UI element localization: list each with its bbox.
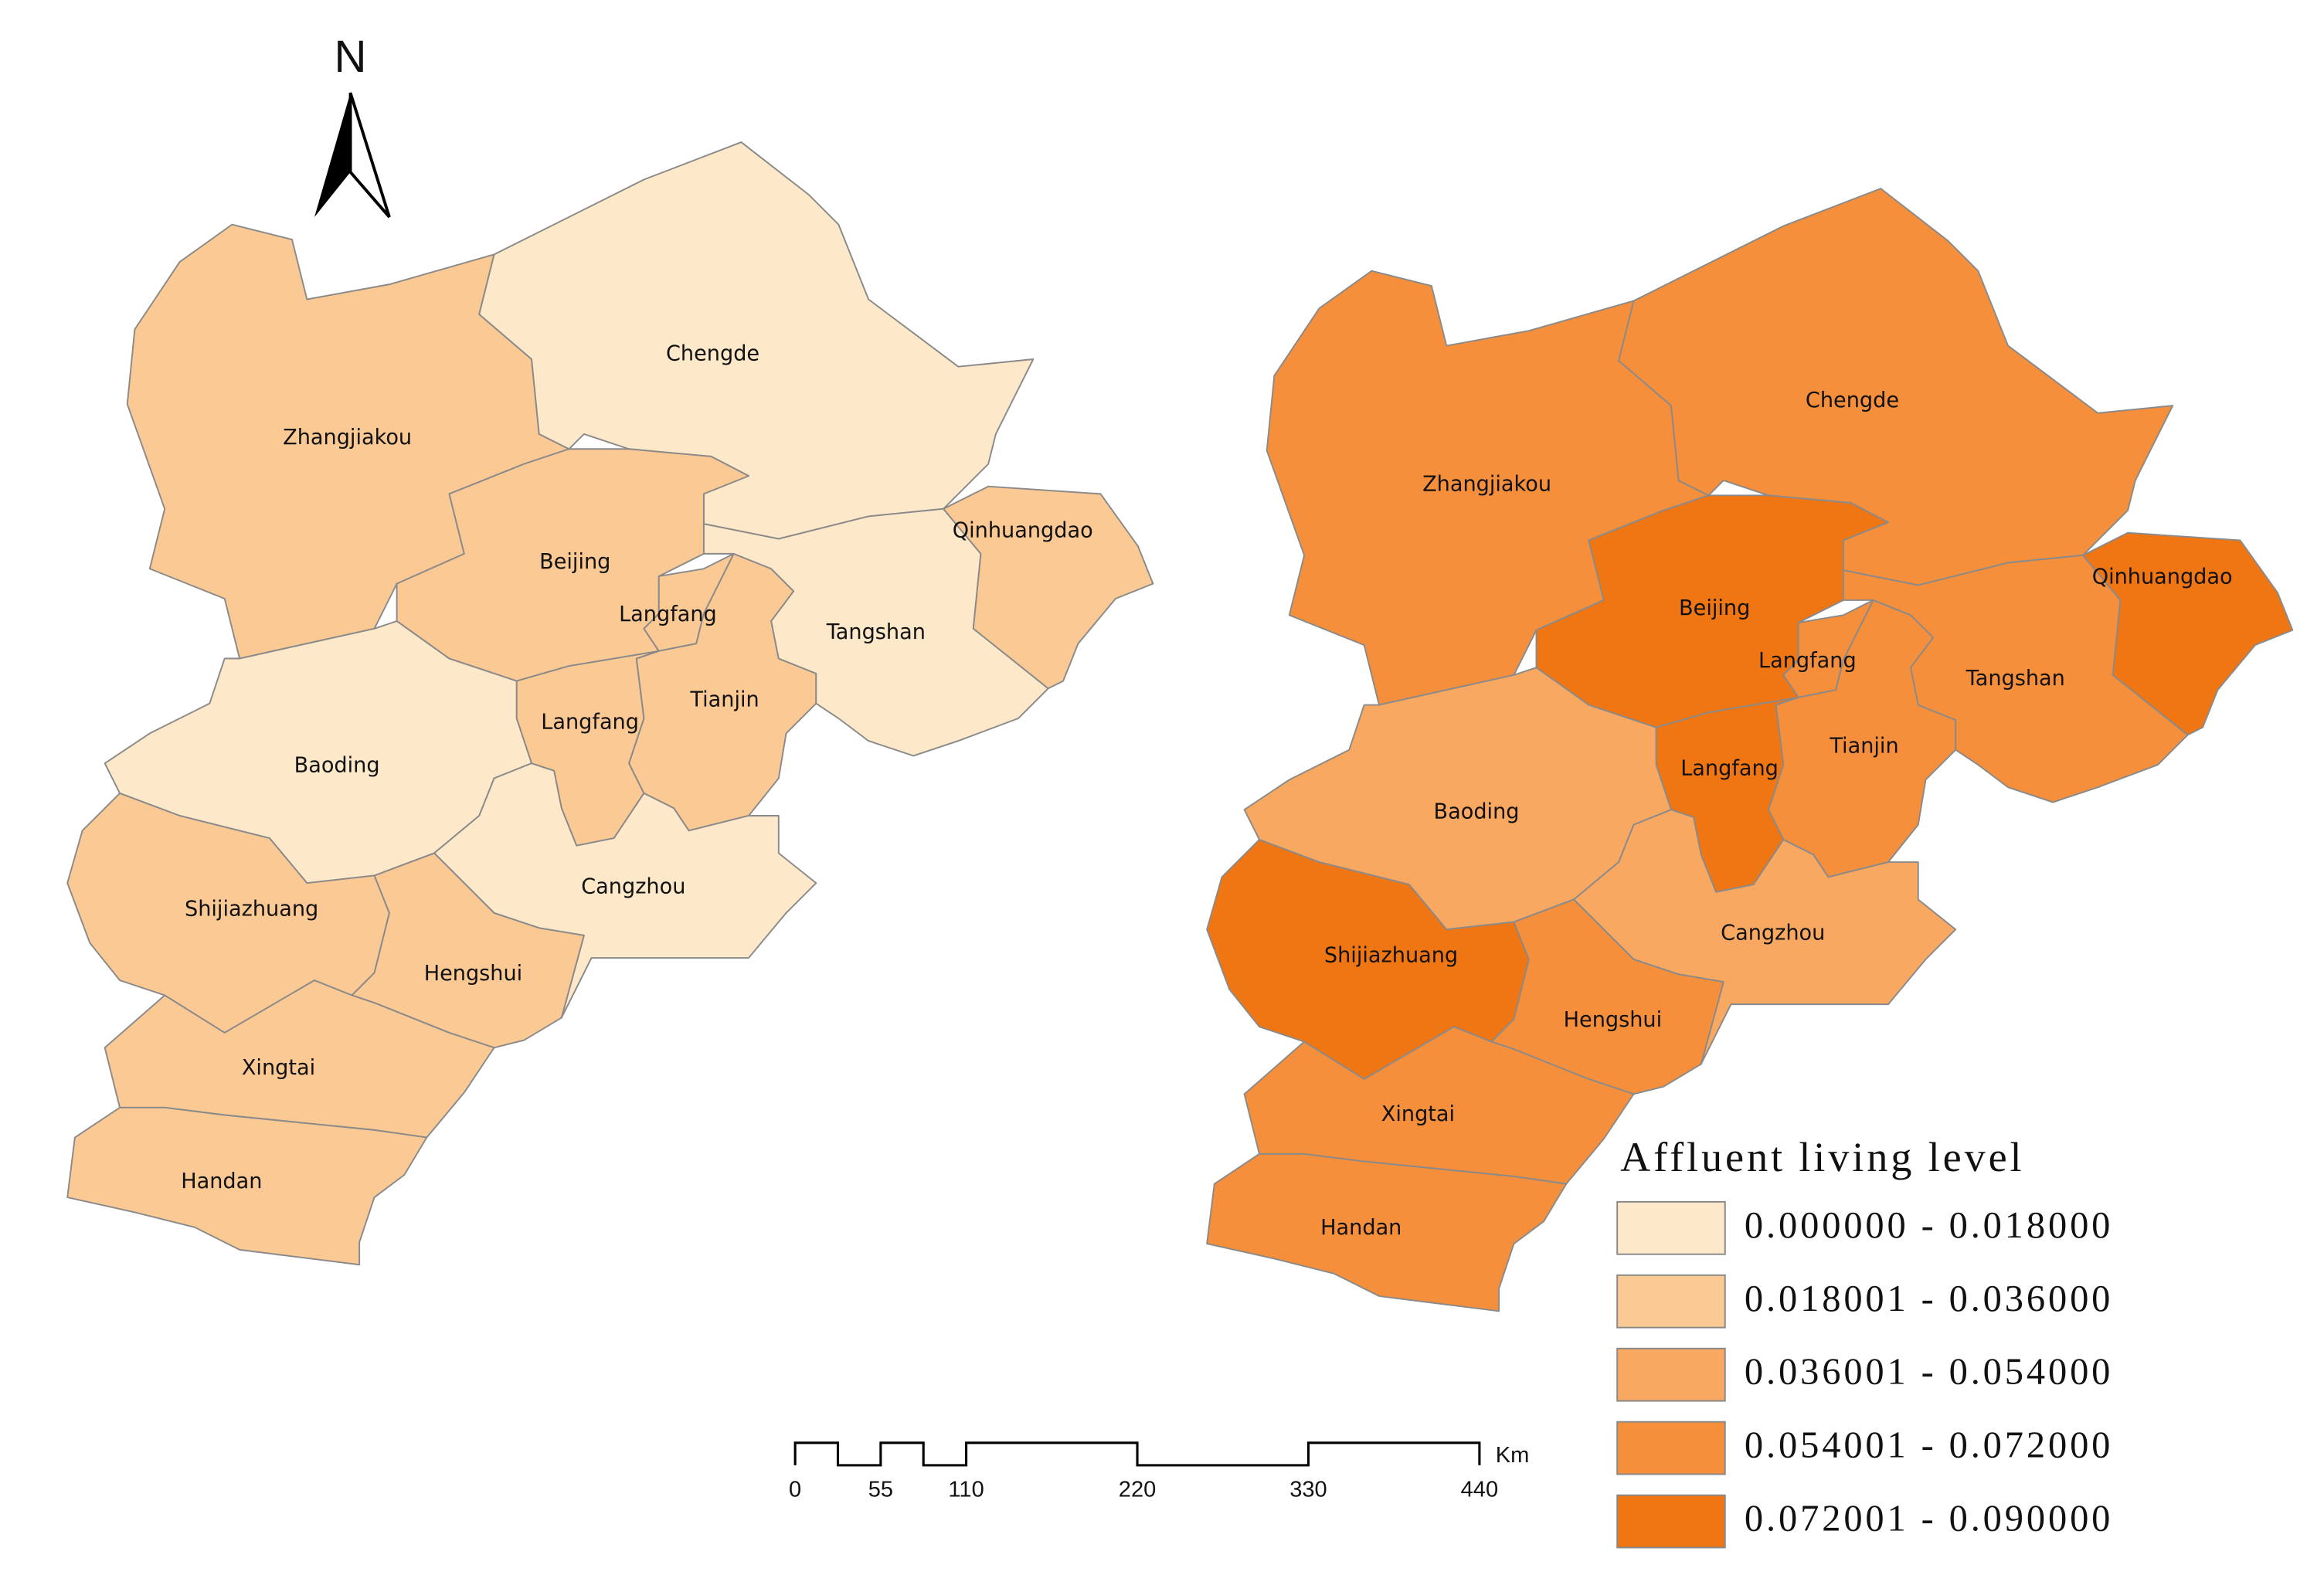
region [1206, 1153, 1568, 1312]
north-arrow [314, 93, 351, 217]
north-arrow [348, 92, 391, 219]
scale-tick-label: 330 [1289, 1477, 1327, 1502]
region-label: Langfang [1758, 649, 1857, 673]
scale-unit: Km [1496, 1443, 1530, 1468]
scale-tick-label: 55 [868, 1477, 893, 1502]
region-label: Baoding [294, 754, 380, 778]
region [2081, 531, 2294, 736]
legend-swatch [1616, 1200, 1726, 1255]
legend-title: Affluent living level [1620, 1134, 2024, 1180]
scale-line [793, 1441, 1481, 1467]
region [351, 852, 585, 1049]
legend-label: 0.000000 - 0.018000 [1745, 1205, 2113, 1246]
region-label: Cangzhou [581, 874, 685, 898]
legend-swatch [1616, 1347, 1726, 1402]
region-label: Zhangjiakou [1422, 472, 1551, 496]
region-label: Langfang [541, 710, 639, 734]
region-label: Zhangjiakou [283, 426, 412, 450]
region-label: Qinhuangdao [953, 518, 1093, 542]
region-label: Shijiazhuang [1324, 944, 1458, 968]
scale-tick-label: 110 [948, 1477, 984, 1502]
region-label: Cangzhou [1721, 922, 1825, 945]
region-label: Langfang [1680, 756, 1779, 780]
region-label: Beijing [1679, 596, 1750, 620]
maps: Zhangjiakou Chengde Beijing Langfang Tianjin… [66, 141, 2294, 1312]
legend-label: 0.018001 - 0.036000 [1745, 1278, 2113, 1319]
region-label: Tianjin [1829, 734, 1898, 758]
scale-tick-label: 220 [1119, 1477, 1156, 1502]
legend-label: 0.054001 - 0.072000 [1745, 1425, 2113, 1466]
legend: Affluent living level 0.000000 - 0.01800… [1616, 1134, 2113, 1549]
region [943, 485, 1154, 690]
map: Zhangjiakou Chengde Beijing Langfang Tianjin… [1206, 188, 2294, 1312]
region-label: Chengde [666, 342, 759, 366]
region [66, 1106, 428, 1266]
region-label: Handan [1320, 1216, 1402, 1240]
region-label: Xingtai [1381, 1102, 1455, 1126]
legend-swatch [1616, 1274, 1726, 1329]
north-label: N [335, 32, 367, 82]
region-label: Shijiazhuang [185, 898, 318, 922]
region-label: Qinhuangdao [2092, 565, 2233, 589]
region-label: Hengshui [424, 962, 523, 986]
region [1490, 898, 1724, 1095]
region-label: Hengshui [1564, 1008, 1663, 1032]
scale-tick-label: 440 [1461, 1477, 1498, 1502]
region-label: Baoding [1434, 800, 1520, 824]
region-label: Tangshan [826, 620, 926, 644]
region-label: Tangshan [1966, 667, 2065, 691]
scale-bar: 0 55 110 220 330 440 Km [789, 1441, 1530, 1502]
region-label: Chengde [1806, 389, 1899, 412]
map: Zhangjiakou Chengde Beijing Langfang Tianjin… [66, 141, 1154, 1266]
region-label: Beijing [539, 550, 610, 574]
region-label: Langfang [619, 603, 717, 626]
region-label: Tianjin [689, 687, 759, 711]
legend-swatch [1616, 1494, 1726, 1549]
region-label: Xingtai [242, 1056, 315, 1080]
legend-label: 0.036001 - 0.054000 [1745, 1352, 2113, 1393]
legend-swatch [1616, 1421, 1726, 1475]
legend-label: 0.072001 - 0.090000 [1745, 1499, 2113, 1540]
region-label: Handan [181, 1170, 262, 1193]
scale-tick-label: 0 [789, 1477, 801, 1502]
